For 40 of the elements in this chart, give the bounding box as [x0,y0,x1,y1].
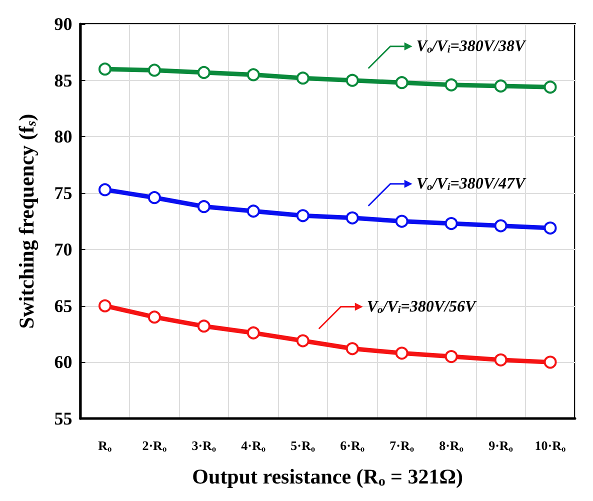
y-tick-label: 70 [54,239,72,260]
point [346,74,359,87]
point [494,353,508,366]
point [148,191,161,204]
y-tick-label: 55 [54,408,72,429]
point [197,320,210,333]
y-tick-label: 60 [54,352,72,372]
point [544,356,557,369]
y-tick-label: 65 [54,296,72,316]
point [395,76,408,90]
point [98,62,112,76]
y-axis-title: Switching frequency (fs) [14,114,39,329]
point [98,183,112,196]
point [494,80,508,92]
point [296,209,310,222]
point [544,80,557,94]
point [395,214,408,228]
point [148,310,161,324]
point [197,66,210,79]
point [346,211,359,224]
point [148,64,161,77]
y-tick-label: 90 [54,14,72,34]
point [444,350,458,364]
y-tick-label: 75 [54,183,72,204]
point [346,342,359,356]
y-tick-label: 85 [54,70,72,90]
point [296,334,310,348]
point [246,68,260,82]
point [197,200,210,214]
point [246,204,260,218]
point [494,219,508,232]
point [395,346,408,360]
point [544,222,557,235]
x-axis-title: Output resistance (Ro = 321Ω) [192,464,464,488]
point [444,78,458,92]
point [444,217,458,230]
point [246,326,260,340]
y-tick-label: 80 [54,126,72,147]
point [296,72,310,85]
point [98,299,112,312]
